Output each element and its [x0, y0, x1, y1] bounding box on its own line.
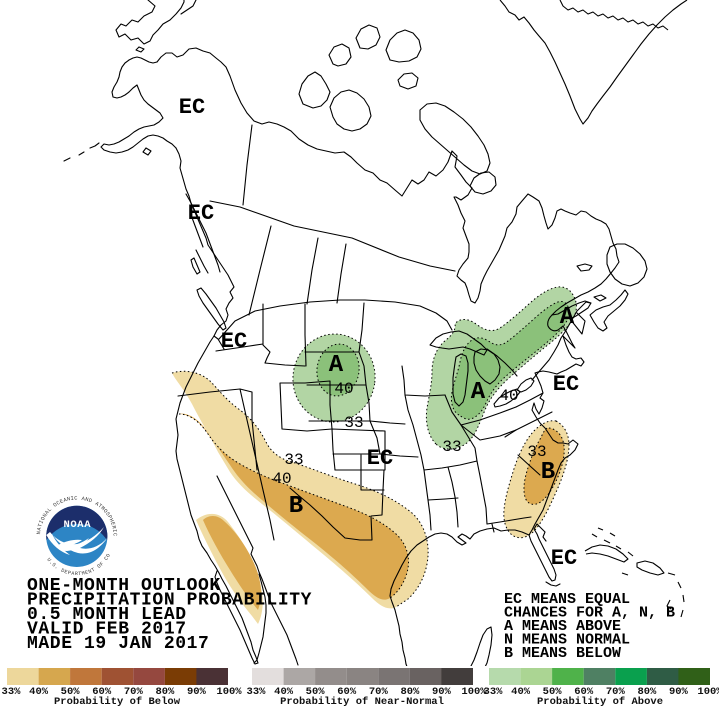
svg-text:B MEANS BELOW: B MEANS BELOW: [504, 645, 621, 662]
svg-text:80%: 80%: [400, 686, 420, 698]
svg-text:70%: 70%: [124, 686, 144, 698]
svg-text:Probability of Near-Normal: Probability of Near-Normal: [280, 696, 444, 707]
svg-text:EC: EC: [553, 372, 579, 397]
svg-text:EC: EC: [551, 546, 577, 571]
svg-text:Probability of Below: Probability of Below: [54, 696, 181, 707]
svg-text:EC MEANS EQUAL: EC MEANS EQUAL: [504, 591, 630, 608]
svg-text:60%: 60%: [337, 686, 357, 698]
svg-text:70%: 70%: [369, 686, 389, 698]
svg-text:EC: EC: [188, 201, 214, 226]
svg-text:80%: 80%: [155, 686, 175, 698]
svg-text:33%: 33%: [484, 686, 504, 698]
svg-text:100%: 100%: [216, 686, 242, 698]
svg-text:40%: 40%: [274, 686, 294, 698]
svg-text:50%: 50%: [543, 686, 563, 698]
svg-text:A: A: [560, 304, 575, 331]
svg-text:ONE-MONTH OUTLOOK: ONE-MONTH OUTLOOK: [27, 576, 221, 596]
svg-text:NOAA: NOAA: [64, 519, 92, 531]
svg-text:90%: 90%: [187, 686, 207, 698]
svg-text:100%: 100%: [697, 686, 719, 698]
svg-text:B: B: [289, 493, 303, 520]
svg-text:60%: 60%: [574, 686, 594, 698]
svg-text:90%: 90%: [669, 686, 689, 698]
svg-text:60%: 60%: [92, 686, 112, 698]
svg-text:40: 40: [334, 380, 353, 398]
svg-text:N MEANS NORMAL: N MEANS NORMAL: [504, 632, 630, 649]
svg-text:40: 40: [499, 387, 518, 405]
svg-text:VALID FEB 2017: VALID FEB 2017: [27, 620, 187, 640]
svg-text:33: 33: [527, 443, 546, 461]
svg-text:33: 33: [284, 451, 303, 469]
svg-text:33: 33: [344, 414, 363, 432]
svg-text:MADE 19 JAN 2017: MADE 19 JAN 2017: [27, 634, 209, 654]
svg-text:50%: 50%: [61, 686, 81, 698]
svg-text:40%: 40%: [29, 686, 49, 698]
svg-text:U.S. DEPARTMENT OF COMMERCE: U.S. DEPARTMENT OF COMMERCE: [0, 0, 112, 577]
svg-text:70%: 70%: [606, 686, 626, 698]
svg-text:33%: 33%: [2, 686, 22, 698]
svg-text:PRECIPITATION PROBABILITY: PRECIPITATION PROBABILITY: [27, 591, 312, 611]
svg-text:33%: 33%: [247, 686, 267, 698]
svg-text:33: 33: [442, 438, 461, 456]
svg-text:A MEANS ABOVE: A MEANS ABOVE: [504, 618, 621, 635]
svg-text:EC: EC: [179, 95, 205, 120]
svg-text:100%: 100%: [461, 686, 487, 698]
svg-text:A: A: [471, 379, 486, 406]
svg-text:90%: 90%: [432, 686, 452, 698]
svg-text:CHANCES FOR A, N, B: CHANCES FOR A, N, B: [504, 605, 675, 622]
svg-text:40: 40: [272, 470, 291, 488]
svg-text:NATIONAL OCEANIC AND ATMOSPHER: NATIONAL OCEANIC AND ATMOSPHERIC ADMINIS…: [0, 0, 118, 537]
svg-text:80%: 80%: [637, 686, 657, 698]
svg-text:50%: 50%: [306, 686, 326, 698]
svg-text:0.5 MONTH LEAD: 0.5 MONTH LEAD: [27, 605, 187, 625]
svg-text:Probability of Above: Probability of Above: [537, 696, 663, 707]
svg-text:B: B: [541, 459, 555, 486]
svg-text:A: A: [329, 352, 344, 379]
svg-text:40%: 40%: [511, 686, 531, 698]
svg-text:EC: EC: [367, 446, 393, 471]
svg-text:EC: EC: [221, 329, 247, 354]
